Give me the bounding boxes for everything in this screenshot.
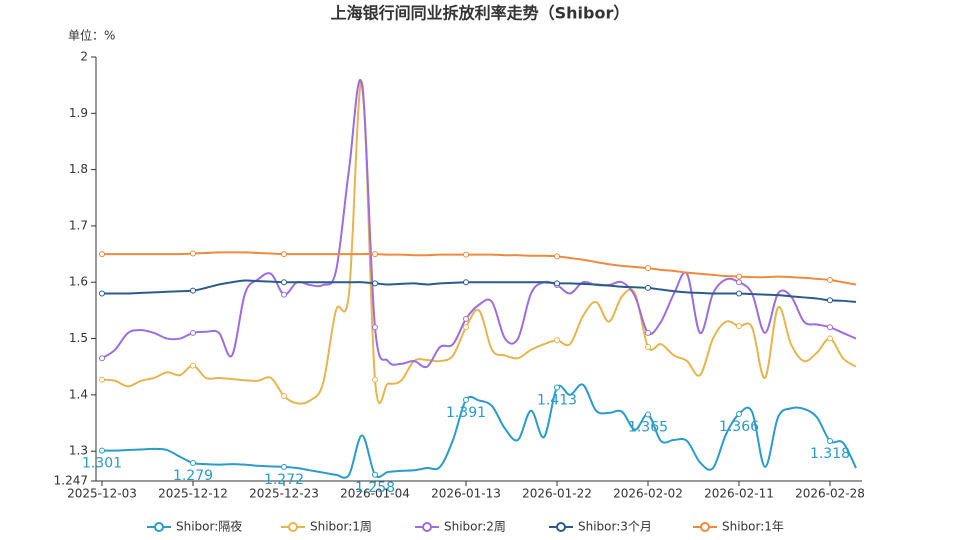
y-tick-label: 1.8 (69, 162, 88, 176)
y-tick-label: 1.4 (69, 387, 88, 401)
point (190, 459, 196, 466)
point (645, 343, 651, 350)
y-tick-label: 1.3 (69, 444, 88, 458)
legend-marker (556, 522, 566, 532)
chart-title: 上海银行间同业拆放利率走势（Shibor） (331, 4, 630, 23)
point (827, 297, 833, 304)
point (554, 384, 560, 391)
legend-label: Shibor:隔夜 (176, 519, 242, 534)
point (463, 251, 469, 258)
line (101, 383, 857, 479)
legend-label: Shibor:3个月 (578, 520, 652, 534)
point (554, 280, 560, 287)
point (554, 337, 560, 344)
x-tick-label: 2026-01-04 (340, 487, 410, 501)
data-label: 1.279 (173, 468, 213, 484)
data-label: 1.391 (446, 405, 486, 421)
point (190, 329, 196, 336)
point (281, 392, 287, 399)
legend-item: Shibor:1周 (281, 520, 372, 534)
legend-item: Shibor:2周 (415, 520, 506, 534)
point (99, 447, 105, 454)
x-tick-label: 2025-12-03 (67, 487, 137, 501)
legend-label: Shibor:1年 (722, 520, 784, 534)
point (281, 463, 287, 470)
point (645, 284, 651, 291)
data-label: 1.366 (719, 419, 759, 435)
y-tick-label: 1.6 (69, 275, 88, 289)
line (101, 80, 857, 405)
legend-marker (700, 522, 710, 532)
point (645, 411, 651, 418)
point (736, 273, 742, 280)
y-tick-label: 2 (80, 50, 88, 64)
data-label: 1.258 (355, 480, 395, 496)
point (645, 265, 651, 272)
point (554, 253, 560, 260)
point (827, 335, 833, 342)
y-tick-label: 1.5 (69, 331, 88, 345)
legend-marker (422, 522, 432, 532)
point (736, 410, 742, 417)
point (463, 396, 469, 403)
data-label: 1.272 (264, 472, 304, 488)
data-label: 1.301 (82, 456, 122, 472)
point (372, 251, 378, 258)
point (281, 279, 287, 286)
legend-item: Shibor:3个月 (549, 520, 652, 534)
data-label: 1.413 (537, 393, 577, 409)
point (463, 315, 469, 322)
legend-label: Shibor:2周 (444, 520, 506, 534)
point (736, 279, 742, 286)
line (102, 251, 857, 286)
y-tick-label: 1.7 (69, 218, 88, 232)
point (372, 471, 378, 478)
point (99, 290, 105, 297)
point (99, 376, 105, 383)
point (736, 290, 742, 297)
x-tick-label: 2026-02-11 (704, 487, 774, 501)
x-tick-label: 2026-01-22 (522, 487, 592, 501)
x-tick-label: 2025-12-12 (158, 487, 228, 501)
x-tick-label: 2026-02-28 (795, 487, 865, 501)
x-tick-label: 2025-12-23 (249, 487, 319, 501)
legend-marker (288, 522, 298, 532)
legend-label: Shibor:1周 (310, 520, 372, 534)
point (827, 276, 833, 283)
point (463, 324, 469, 331)
point (372, 280, 378, 287)
point (281, 251, 287, 258)
line (102, 279, 857, 303)
point (827, 324, 833, 331)
point (99, 251, 105, 258)
point (463, 279, 469, 286)
point (645, 329, 651, 336)
point (190, 287, 196, 294)
legend-item: Shibor:1年 (693, 520, 784, 534)
point (99, 355, 105, 362)
data-label: 1.365 (628, 420, 668, 436)
legend-item: Shibor:隔夜 (147, 519, 242, 534)
x-tick-label: 2026-01-13 (431, 487, 501, 501)
legend-marker (154, 522, 164, 532)
point (190, 250, 196, 257)
point (372, 376, 378, 383)
x-tick-label: 2026-02-02 (613, 487, 683, 501)
point (736, 323, 742, 330)
y-tick-label: 1.9 (69, 106, 88, 120)
point (372, 324, 378, 331)
point (190, 362, 196, 369)
y-axis-label: 单位：% (68, 28, 115, 43)
point (281, 291, 287, 298)
data-label: 1.318 (810, 446, 850, 462)
point (827, 438, 833, 445)
y-tick-label: 1.247 (54, 474, 88, 488)
